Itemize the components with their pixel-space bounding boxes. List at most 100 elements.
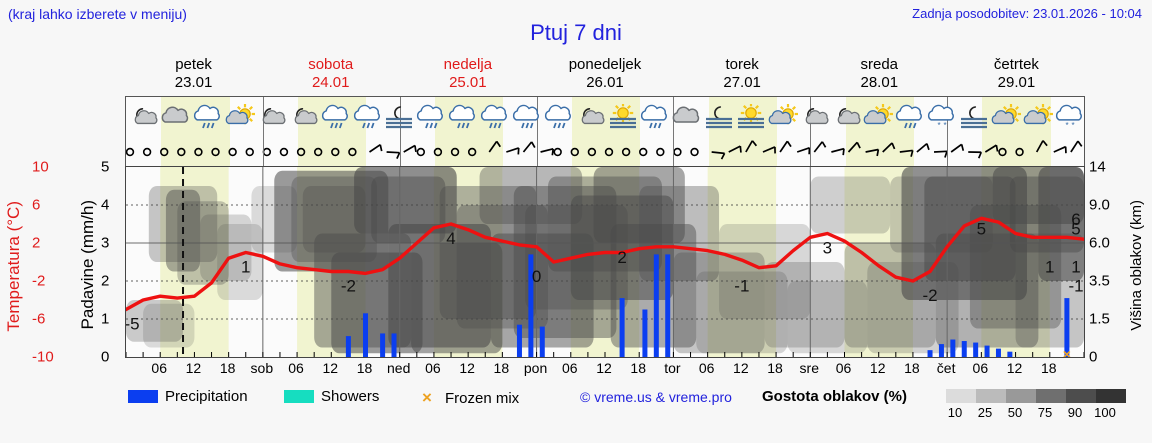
day-date: 23.01: [174, 74, 213, 91]
gridlines: [126, 167, 1084, 357]
weather-icon-moon-fog: [703, 102, 735, 136]
wind-symbol-band: [125, 140, 1085, 166]
cloudheight-axis-ticks: 14 9.0 6.0 3.5 1.5 0: [1089, 159, 1131, 366]
temp-label-10: 1: [1045, 258, 1054, 277]
temp-ticks-5: -10: [32, 348, 54, 366]
weather-icon-cloud: [160, 102, 192, 136]
frozen-mix-marker-0: ×: [1063, 346, 1071, 357]
weather-icon-cloud-rain: [639, 102, 671, 136]
cloud-ticks-3: 3.5: [1089, 272, 1110, 290]
precip-bar-11: [927, 350, 933, 357]
precip-bar-17: [995, 348, 1001, 357]
weather-icon-sun-fog: [607, 102, 639, 136]
day-header-5: sreda 28.01: [811, 56, 948, 94]
legend-frozen-mix-label: Frozen mix: [445, 389, 520, 407]
precipitation-swatch: [128, 390, 158, 403]
weather-icon-cloud-rain: [352, 102, 384, 136]
precip-bar-0: [345, 336, 351, 357]
day-separator-wind-2: [399, 140, 401, 166]
time-label-5: 06: [288, 360, 304, 376]
weather-icon-sun-cloud: [862, 102, 894, 136]
legend: Precipitation Showers × Frozen mix © vre…: [128, 388, 1148, 422]
day-date: 26.01: [586, 74, 624, 91]
day-date: 27.01: [723, 74, 761, 91]
page-title: Ptuj 7 dni: [530, 20, 622, 45]
legend-frozen-mix: × Frozen mix: [416, 388, 519, 408]
copyright-text[interactable]: © vreme.us & vreme.pro: [580, 389, 732, 405]
wind-barbs-svg: [126, 140, 1083, 160]
weather-icon-moon-cloud: [799, 102, 831, 136]
time-label-22: 12: [869, 360, 886, 376]
day-header-4: torek 27.01: [674, 56, 811, 94]
weather-icon-moon-cloud: [575, 102, 607, 136]
temp-label-5: 2: [617, 248, 626, 267]
svg-text:*: *: [1072, 121, 1075, 130]
cloud-ticks-0: 14: [1089, 158, 1106, 176]
precip-bar-3: [391, 333, 397, 357]
day-separator-wind-1: [262, 140, 264, 166]
precip-bar-14: [961, 341, 967, 357]
weather-icon-cloud-rain: [894, 102, 926, 136]
time-label-27: 18: [1040, 360, 1057, 376]
day-date: 25.01: [449, 74, 487, 91]
weather-icon-cloud-rain: [320, 102, 352, 136]
cloud-ticks-1: 9.0: [1089, 196, 1110, 214]
weather-icon-moon-cloud: [128, 102, 160, 136]
temp-ticks-1: 6: [32, 196, 41, 214]
precip-bar-12: [938, 344, 944, 357]
day-separator-wind-4: [673, 140, 675, 166]
precip-ticks-4: 1: [101, 310, 110, 328]
cloud-density-box-4: [1066, 389, 1096, 403]
weather-icon-sun-cloud: [990, 102, 1022, 136]
precip-bar-7: [619, 298, 625, 357]
day-separator-wind-5: [810, 140, 812, 166]
time-label-1: 06: [151, 360, 167, 376]
day-name: sobota: [308, 56, 354, 73]
time-label-19: 18: [767, 360, 783, 376]
precip-bar-9: [653, 254, 659, 357]
weather-icon-cloud-rain: [479, 102, 511, 136]
time-label-13: 06: [561, 360, 578, 376]
temperature-axis-title-text: Temperatura (°C): [4, 200, 23, 332]
cloud-density-scale: [946, 389, 1126, 403]
time-label-26: 12: [1006, 360, 1023, 376]
temp-label-7: 3: [823, 239, 832, 258]
precip-bar-4: [516, 324, 522, 357]
temp-label-0: -5: [126, 315, 140, 334]
day-header-6: četrtek 29.01: [948, 56, 1085, 94]
precipitation-axis-ticks: 5 4 3 2 1 0: [101, 159, 143, 366]
day-header-row: petek 23.01 sobota 24.01 nedelja 25.01 ponedel…: [125, 56, 1085, 94]
precipitation-axis-title-text: Padavine (mm/h): [78, 200, 97, 330]
temp-ticks-2: 2: [32, 234, 41, 252]
time-label-17: 06: [698, 360, 715, 376]
weather-icon-moon-cloud: [256, 102, 288, 136]
weather-icon-cloud-snow: * *: [1054, 102, 1086, 136]
weather-icon-sun-cloud: [767, 102, 799, 136]
day-name: ponedeljek: [568, 56, 642, 73]
weather-icon-sun-fog: [735, 102, 767, 136]
precip-bar-15: [973, 342, 979, 357]
svg-text:*: *: [938, 121, 941, 130]
night-shade-plot-4: [707, 167, 777, 357]
time-label-20: sre: [799, 360, 819, 376]
time-label-23: 18: [904, 360, 920, 376]
precip-bar-18: [1007, 351, 1013, 357]
temp-label-6: -1: [734, 277, 749, 296]
weather-icon-cloud-rain: [543, 102, 575, 136]
cloud-density-box-3: [1036, 389, 1066, 403]
time-label-25: 06: [972, 360, 989, 376]
time-label-6: 12: [322, 360, 339, 376]
time-label-12: pon: [523, 360, 548, 376]
temp-label-8: -2: [922, 286, 937, 305]
temp-label-11: 6: [1071, 210, 1080, 229]
time-label-24: čet: [936, 360, 956, 376]
temp-label-9: 5: [977, 220, 986, 239]
temp-ticks-4: -6: [32, 310, 46, 328]
weather-icon-cloud-rain: [447, 102, 479, 136]
precip-ticks-3: 2: [101, 272, 110, 290]
temp-label-14: 1: [1071, 258, 1080, 277]
time-label-14: 12: [596, 360, 612, 376]
legend-showers: Showers: [284, 388, 379, 405]
